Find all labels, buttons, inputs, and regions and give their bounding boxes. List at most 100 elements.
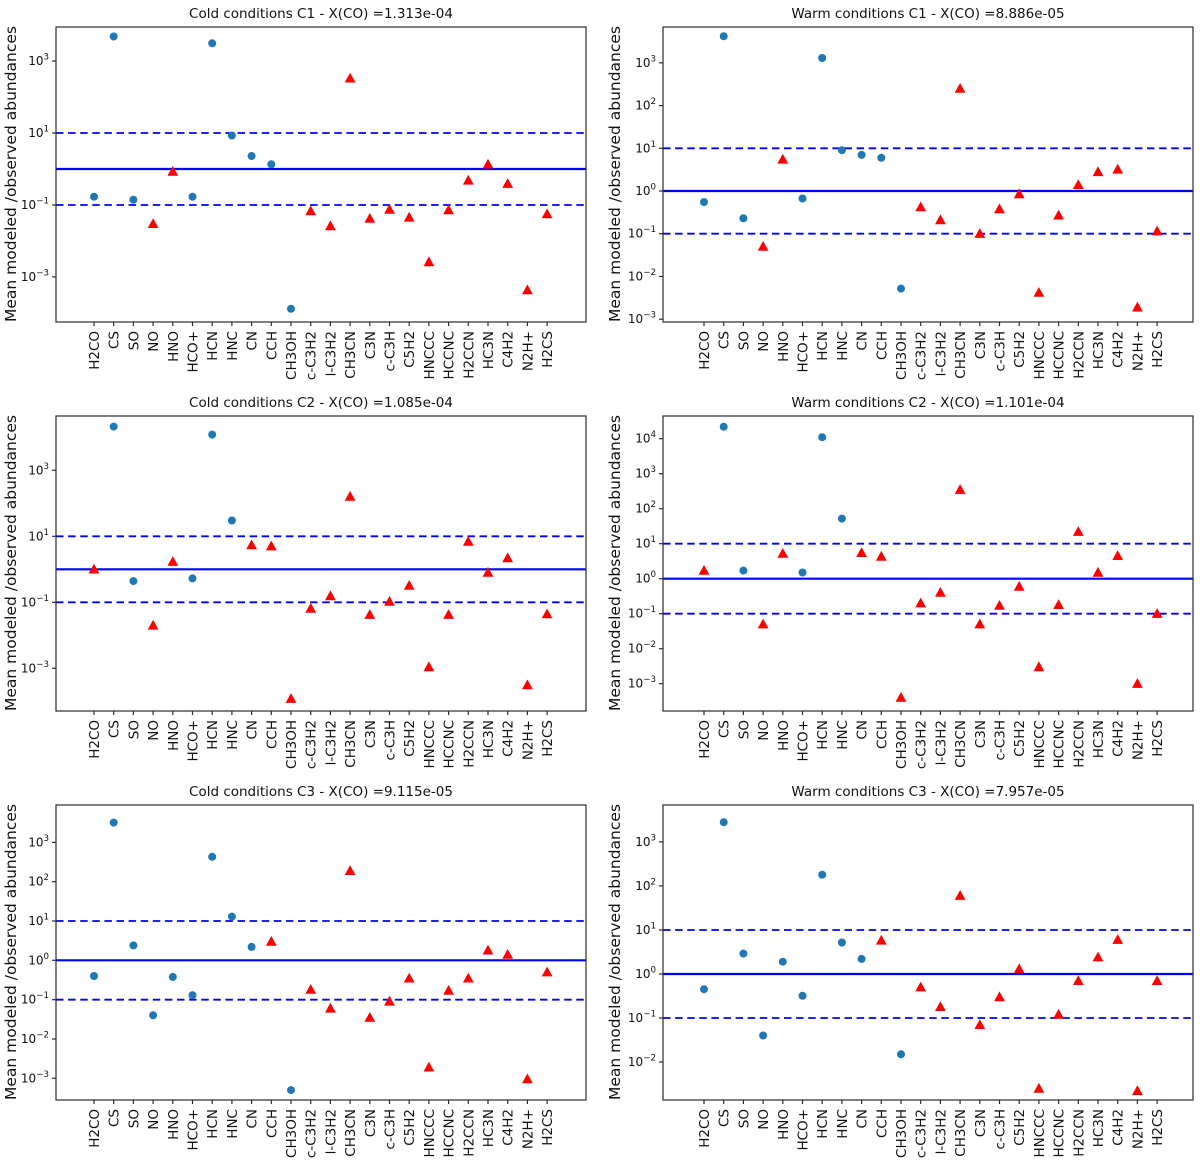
data-point-hcoplus (798, 194, 807, 203)
y-axis-label: Mean modeled /observed abundances (606, 26, 624, 322)
data-point-cch (877, 153, 886, 162)
x-tick-label: C5H2 (402, 1109, 418, 1146)
x-tick-label: H2CO (697, 1109, 713, 1148)
x-tick-label: HCCNC (1052, 720, 1068, 769)
data-point-no (147, 619, 159, 630)
data-point-ch3oh (895, 692, 907, 702)
x-tick-label: HCN (205, 720, 221, 750)
x-tick-label: H2CCN (461, 331, 477, 379)
y-tick-label: 10−3 (628, 675, 656, 691)
y-tick-label: 101 (28, 528, 49, 544)
y-axis-label: Mean modeled /observed abundances (2, 415, 20, 711)
x-tick-label: CH3CN (343, 1109, 359, 1157)
y-tick-label: 101 (28, 125, 49, 141)
y-tick-label: 10−3 (21, 1070, 49, 1086)
data-point-c-c3h (384, 596, 395, 606)
data-point-so (739, 949, 748, 958)
data-point-no (757, 618, 769, 629)
data-point-hccnc (1053, 1008, 1064, 1019)
data-point-hno (168, 972, 177, 981)
data-point-hnc (837, 146, 846, 155)
y-tick-label: 10−2 (21, 1031, 49, 1047)
y-tick-label: 10−3 (21, 268, 49, 284)
x-tick-label: HCO+ (796, 720, 812, 762)
x-tick-label: H2CS (1150, 720, 1166, 757)
plot-border (662, 415, 1194, 712)
subplot-cold-c1: Cold conditions C1 - X(CO) =1.313e-04 Me… (0, 0, 600, 389)
x-tick-label: HNC (225, 1109, 241, 1139)
x-tick-label: HNO (166, 331, 182, 362)
x-tick-label: CCH (874, 720, 890, 749)
x-tick-label: H2CCN (1071, 720, 1087, 768)
x-tick-label: HNCCC (422, 720, 438, 769)
x-tick-label: H2CCN (461, 720, 477, 768)
plot-border (662, 804, 1194, 1101)
x-tick-label: H2CO (697, 331, 713, 370)
x-tick-label: C3N (363, 720, 379, 748)
data-point-c-c3h2 (915, 981, 927, 992)
x-tick-label: c-C3H2 (304, 331, 320, 380)
y-tick-label: 10−2 (628, 640, 656, 656)
data-point-no (147, 218, 159, 228)
data-point-hnc (227, 131, 236, 140)
data-point-hccnc (443, 609, 454, 619)
data-point-c-c3h2 (305, 602, 317, 613)
x-tick-label: HNCCC (1032, 331, 1048, 380)
data-point-hccnc (443, 204, 454, 215)
y-tick-label: 103 (28, 834, 49, 850)
x-tick-label: C3N (363, 1109, 379, 1137)
x-tick-label: HC3N (1091, 1109, 1107, 1147)
x-tick-label: NO (146, 1109, 162, 1130)
data-point-hno (777, 153, 789, 164)
x-tick-label: HCO+ (796, 331, 812, 373)
y-tick-label: 103 (635, 833, 656, 849)
x-tick-label: SO (736, 1109, 752, 1128)
plot-title: Cold conditions C3 - X(CO) =9.115e-05 (189, 784, 453, 800)
x-tick-label: HNC (835, 331, 851, 361)
x-tick-label: CH3CN (343, 331, 359, 379)
data-point-hcn (818, 54, 827, 62)
x-tick-label: CS (107, 331, 123, 349)
data-point-c4h2 (502, 552, 514, 563)
data-point-h2cs (1151, 975, 1163, 985)
x-tick-label: c-C3H2 (304, 1109, 320, 1158)
x-tick-label: H2CS (540, 1109, 556, 1146)
x-tick-label: NO (756, 1109, 772, 1130)
x-tick-label: CH3OH (894, 720, 910, 769)
data-point-hnc (837, 514, 846, 523)
x-tick-label: HCN (815, 720, 831, 750)
y-tick-label: 100 (635, 183, 656, 199)
data-point-cn (247, 152, 256, 160)
data-point-cn (856, 547, 867, 557)
data-point-hccnc (443, 985, 454, 995)
data-point-hcn (208, 430, 217, 439)
data-point-c4h2 (1112, 163, 1124, 174)
data-point-h2ccn (462, 174, 474, 185)
x-tick-label: c-C3H (993, 1109, 1009, 1149)
x-tick-label: H2CCN (1071, 1109, 1087, 1157)
x-tick-label: H2CO (87, 720, 103, 759)
data-point-so (129, 941, 138, 950)
x-tick-label: HNCCC (422, 331, 438, 380)
x-tick-label: CH3OH (284, 720, 300, 769)
data-point-hnc (227, 516, 236, 525)
x-tick-label: CH3OH (894, 1109, 910, 1158)
plot-border (662, 26, 1194, 323)
x-tick-label: c-C3H2 (914, 331, 930, 380)
x-tick-label: c-C3H (383, 1109, 399, 1149)
data-point-hnccc (423, 1061, 435, 1072)
x-tick-label: l-C3H2 (933, 720, 949, 765)
x-tick-label: C4H2 (501, 331, 517, 368)
x-tick-label: H2CCN (1071, 331, 1087, 379)
data-point-h2co (700, 198, 708, 207)
data-point-n2hplus (1132, 301, 1143, 312)
data-point-h2ccn (462, 536, 474, 546)
x-tick-label: l-C3H2 (323, 720, 339, 765)
subplot-warm-c3: Warm conditions C3 - X(CO) =7.957e-05 Me… (600, 778, 1200, 1166)
x-tick-label: C4H2 (1111, 720, 1127, 757)
x-tick-label: CH3OH (284, 331, 300, 380)
cold-c3-chart: Cold conditions C3 - X(CO) =9.115e-05 Me… (2, 784, 587, 1158)
data-point-hcoplus (188, 991, 197, 1000)
cold-c1-chart: Cold conditions C1 - X(CO) =1.313e-04 Me… (2, 6, 587, 380)
y-tick-label: 102 (28, 873, 49, 889)
